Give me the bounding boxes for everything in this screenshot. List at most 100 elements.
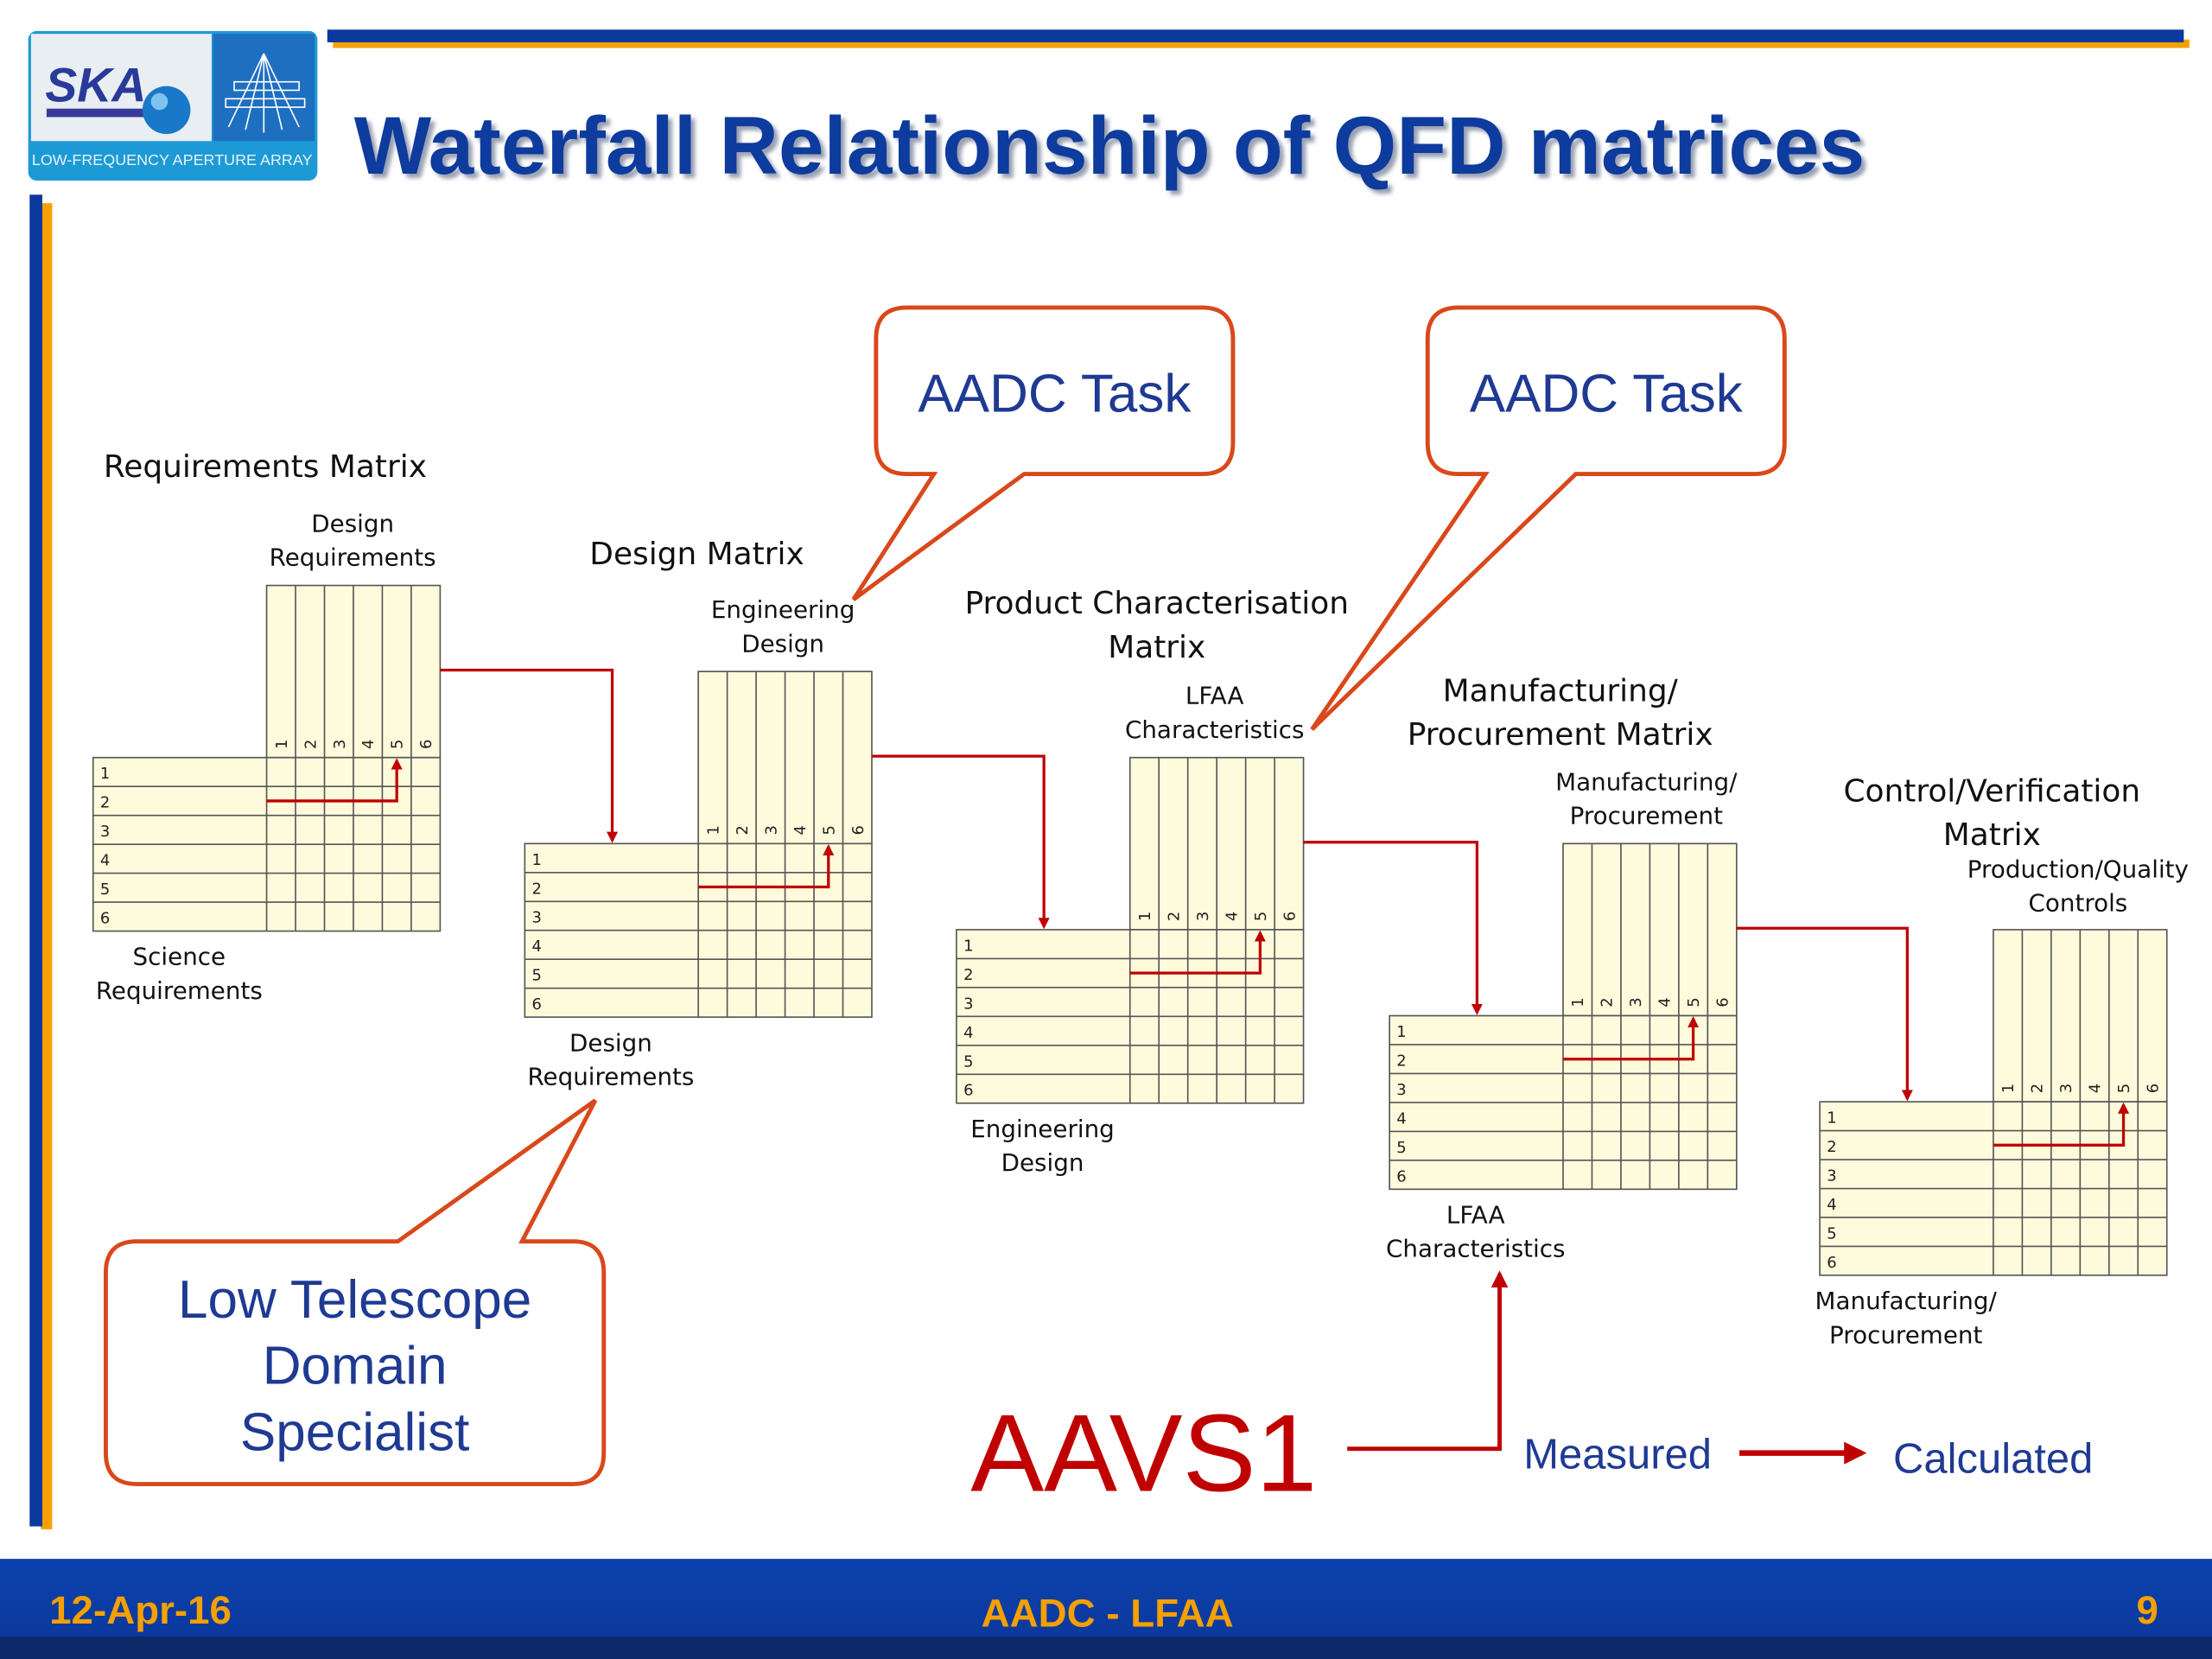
waterfall-arrow (1736, 926, 1913, 1102)
row-index: 4 (963, 1024, 973, 1042)
ska-logo: SKA LOW-FREQUENCY APERTURE ARRAY (28, 30, 318, 181)
qfd-matrix: 1 1 2 2 3 3 4 4 5 5 6 6 Requirements Matrix Design Req… (92, 449, 619, 1005)
matrix-title: Design Matrix (589, 537, 804, 572)
matrix-column-label: Requirements (270, 543, 436, 572)
matrix-row-label: LFAA (1446, 1201, 1505, 1230)
qfd-matrix: 1 1 2 2 3 3 4 4 5 5 6 6 Product Characterisation Matr… (956, 586, 1483, 1177)
measured-label: Measured (1523, 1432, 1712, 1478)
footer-date: 12-Apr-16 (49, 1588, 232, 1632)
matrix-column-label: Manufacturing/ (1555, 767, 1738, 796)
column-index: 3 (1627, 997, 1645, 1007)
column-index: 3 (331, 740, 349, 749)
row-index: 2 (963, 966, 973, 984)
matrix-row-label: Science (133, 943, 226, 971)
matrix-title: Requirements Matrix (104, 449, 427, 485)
matrix-row-label: Manufacturing/ (1815, 1287, 1998, 1315)
callout-text: Specialist (240, 1402, 469, 1462)
left-rule-blue (29, 194, 42, 1527)
matrix-row-label: Design (1001, 1148, 1084, 1177)
callout-text: AADC Task (1470, 365, 1744, 424)
callout-text: AADC Task (918, 365, 1192, 424)
column-index: 2 (302, 740, 320, 749)
row-index: 6 (100, 910, 110, 928)
svg-text:SKA: SKA (45, 59, 146, 112)
left-rule-orange (41, 203, 53, 1529)
matrix-title: Manufacturing/ (1443, 673, 1679, 709)
callout: AADC Task (851, 305, 1236, 601)
column-index: 2 (1599, 997, 1617, 1007)
column-index: 4 (1223, 912, 1241, 921)
column-index: 6 (1714, 997, 1732, 1007)
footer-center: AADC - LFAA (982, 1591, 1234, 1635)
matrix-column-label: Design (311, 510, 394, 538)
row-index: 2 (100, 794, 110, 812)
matrix-row-label: Engineering (970, 1115, 1115, 1143)
row-index: 5 (532, 967, 542, 985)
row-index: 1 (1827, 1109, 1836, 1128)
column-index: 3 (762, 825, 780, 835)
column-index: 6 (849, 825, 868, 835)
callout-text: Low Telescope (178, 1270, 531, 1330)
row-index: 4 (532, 938, 542, 956)
matrix-title: Matrix (1943, 817, 2041, 853)
relationship-arrow (1562, 1016, 1700, 1061)
column-index: 1 (1999, 1084, 2018, 1093)
callout-bubble (1310, 305, 1787, 731)
row-index: 5 (1827, 1224, 1836, 1243)
callout: Low Telescope Domain Specialist (104, 1098, 607, 1486)
row-index: 1 (100, 765, 110, 783)
matrix-column-label: Design (741, 629, 824, 658)
column-index: 6 (2145, 1084, 2163, 1093)
callout-bubble (851, 305, 1236, 601)
matrix-title: Product Characterisation (965, 586, 1349, 621)
column-index: 5 (1685, 997, 1703, 1007)
column-index: 4 (2087, 1084, 2105, 1093)
row-index: 6 (963, 1082, 973, 1100)
column-index: 1 (1136, 912, 1154, 921)
column-index: 1 (1569, 997, 1587, 1007)
row-index: 4 (1827, 1196, 1836, 1214)
row-index: 4 (100, 852, 110, 870)
row-index: 2 (532, 880, 542, 898)
relationship-arrow (266, 758, 403, 803)
matrix-row-label: Design (569, 1028, 652, 1057)
matrix-column-label: Procurement (1570, 801, 1723, 830)
relationship-arrow (698, 843, 835, 889)
relationship-arrow (1129, 930, 1266, 975)
row-index: 6 (1827, 1254, 1836, 1272)
column-index: 2 (2029, 1084, 2047, 1093)
column-index: 4 (359, 740, 378, 749)
callout: AADC Task (1310, 305, 1787, 731)
slide-title: Waterfall Relationship of QFD matrices (354, 100, 1866, 192)
top-rule-orange (333, 39, 2190, 48)
row-index: 6 (1396, 1167, 1406, 1185)
row-index: 1 (1396, 1023, 1406, 1041)
matrix-column-label: Engineering (711, 595, 855, 624)
column-index: 2 (1165, 912, 1183, 921)
row-index: 5 (100, 880, 110, 899)
waterfall-arrow (871, 754, 1050, 930)
column-index: 2 (734, 825, 752, 835)
row-index: 3 (963, 995, 973, 1013)
top-rule-blue (327, 29, 2184, 42)
callout-text: Domain (263, 1337, 448, 1396)
matrix-column-label: Characteristics (1125, 715, 1304, 744)
column-index: 1 (273, 740, 291, 749)
column-index: 3 (1194, 912, 1212, 921)
row-index: 1 (963, 937, 973, 955)
matrix-column-label: LFAA (1185, 682, 1244, 710)
qfd-matrix: 112233445566Control/VerificationMatrixPr… (1815, 773, 2189, 1349)
row-index: 3 (532, 909, 542, 927)
svg-text:LOW-FREQUENCY APERTURE ARRAY: LOW-FREQUENCY APERTURE ARRAY (32, 151, 313, 168)
row-index: 1 (532, 851, 542, 869)
row-index: 5 (963, 1052, 973, 1071)
column-index: 3 (2057, 1084, 2075, 1093)
matrix-title: Matrix (1108, 630, 1205, 665)
footer-page-number: 9 (2137, 1588, 2158, 1632)
row-index: 4 (1396, 1109, 1406, 1128)
matrix-title: Procurement Matrix (1408, 717, 1713, 753)
column-index: 4 (791, 825, 810, 835)
column-index: 5 (820, 825, 838, 835)
